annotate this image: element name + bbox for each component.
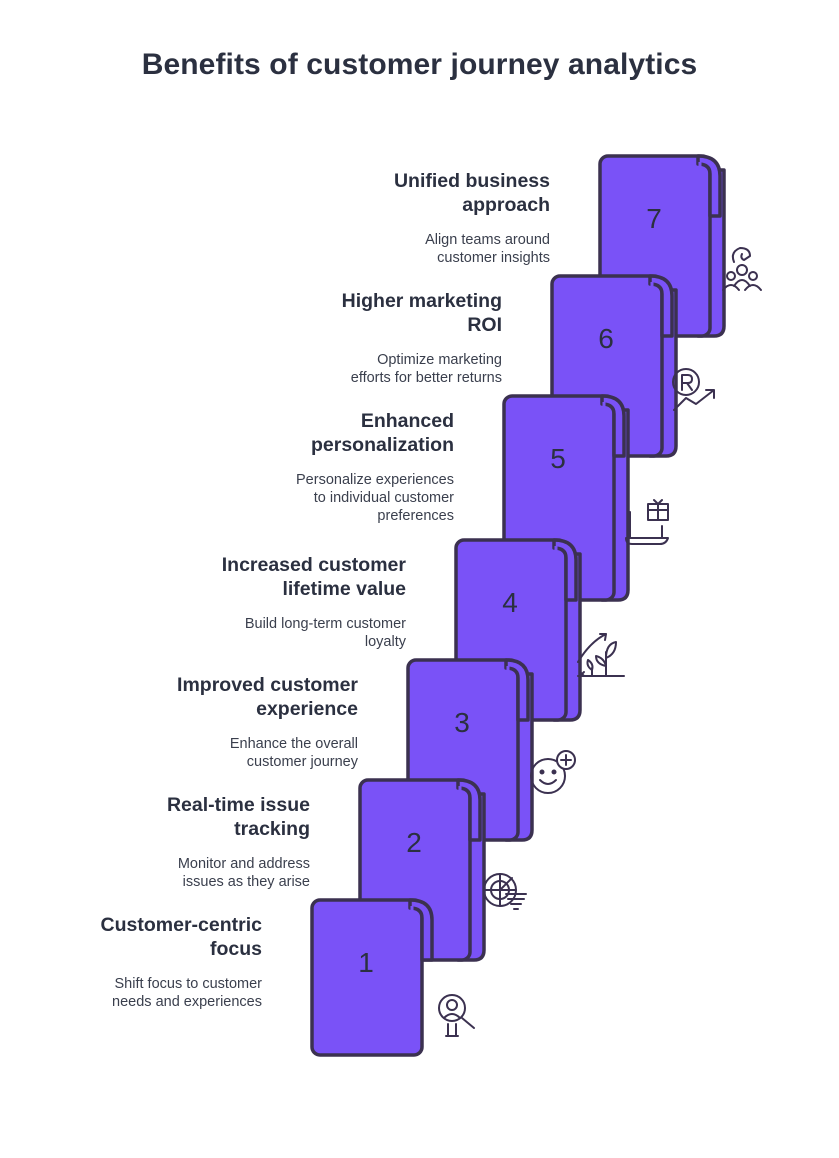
person-search-icon [434, 990, 484, 1045]
laptop-gift-icon [624, 498, 674, 553]
step-title: Increased customer lifetime value [221, 554, 406, 600]
step-description: Optimize marketing efforts for better ret… [350, 352, 502, 386]
page-title: Benefits of customer journey analytics [141, 48, 698, 81]
step-title: Unified business approach [393, 170, 550, 216]
step-number: 5 [550, 443, 566, 474]
step-number: 2 [406, 827, 422, 858]
step-number: 7 [646, 203, 662, 234]
step-number: 3 [454, 707, 470, 738]
step-3-text: Improved customer experience Enhance the o… [58, 673, 358, 771]
step-title: Customer-centric focus [100, 914, 262, 960]
step-title: Higher marketing ROI [341, 290, 502, 336]
step-description: Build long-term customer loyalty [244, 616, 406, 650]
step-number: 1 [358, 947, 374, 978]
step-4-text: Increased customer lifetime value Build lo… [106, 553, 406, 651]
step-description: Monitor and address issues as they arise [177, 856, 310, 890]
growth-plant-icon [576, 628, 626, 683]
step-description: Align teams around customer insights [425, 232, 550, 266]
step-number: 4 [502, 587, 518, 618]
coin-growth-icon [670, 366, 720, 421]
step-5-text: Enhanced personalization Personalize exper… [154, 409, 454, 525]
step-7-text: Unified business approach Align teams arou… [250, 169, 550, 267]
step-description: Personalize experiences to individual cus… [296, 472, 454, 524]
step-title: Real-time issue tracking [166, 794, 310, 840]
step-title: Improved customer experience [177, 674, 358, 720]
step-description: Enhance the overall customer journey [229, 736, 358, 770]
team-hand-icon [720, 246, 770, 301]
step-description: Shift focus to customer needs and experie… [112, 976, 262, 1010]
radar-tornado-icon [480, 870, 530, 925]
step-number: 6 [598, 323, 614, 354]
step-1-block: 1 [310, 898, 434, 1057]
step-title: Enhanced personalization [310, 410, 454, 456]
step-1-text: Customer-centric focus Shift focus to cust… [0, 913, 262, 1011]
step-6-text: Higher marketing ROI Optimize marketing eff… [202, 289, 502, 387]
step-2-text: Real-time issue tracking Monitor and addre… [10, 793, 310, 891]
smiley-plus-icon [528, 750, 578, 805]
